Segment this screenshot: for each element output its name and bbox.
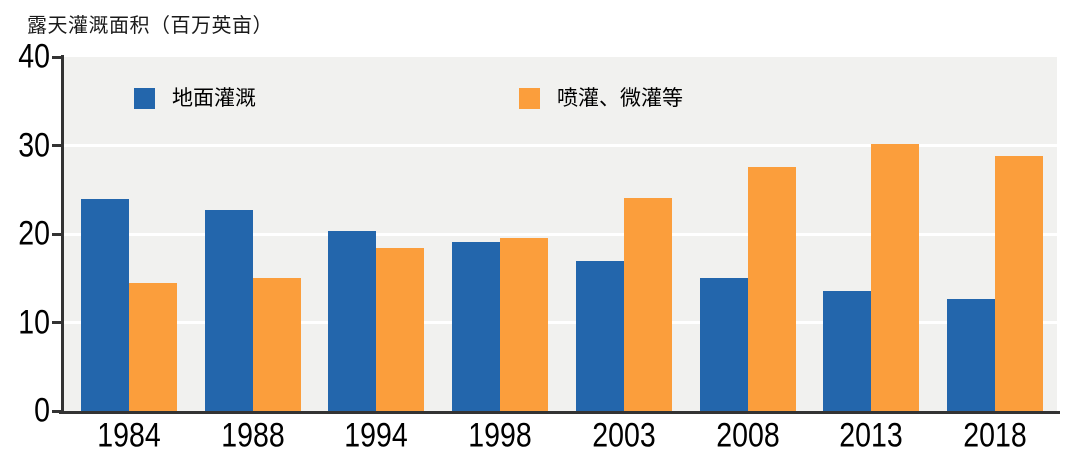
x-axis-line	[59, 411, 1060, 414]
x-tick-label-1984: 1984	[97, 416, 161, 451]
bar-喷灌、微灌等-1984	[129, 282, 177, 411]
bar-地面灌溉-2008	[699, 278, 748, 411]
gridline-y-10	[64, 321, 1057, 324]
bar-地面灌溉-1984	[81, 199, 129, 411]
y-tick-label-10: 10	[18, 302, 50, 341]
legend-item-sprinkler-micro-irrigation: 喷灌、微灌等	[519, 88, 683, 109]
bar-喷灌、微灌等-2008	[747, 166, 796, 411]
plot-area: 地面灌溉 喷灌、微灌等	[64, 57, 1057, 411]
y-tick-20	[52, 232, 61, 236]
x-tick-label-2013: 2013	[839, 416, 903, 451]
bar-地面灌溉-2018	[946, 298, 995, 411]
gridline-y-20	[64, 232, 1057, 236]
bar-喷灌、微灌等-2013	[871, 143, 920, 411]
bar-喷灌、微灌等-2003	[623, 197, 672, 411]
y-tick-40	[52, 55, 61, 59]
y-axis-line	[61, 55, 64, 413]
legend-swatch-blue	[134, 88, 155, 109]
bar-喷灌、微灌等-1994	[376, 248, 425, 411]
bar-地面灌溉-1988	[204, 210, 253, 411]
x-tick-label-2008: 2008	[715, 416, 780, 451]
bar-喷灌、微灌等-2018	[994, 156, 1043, 411]
x-tick-label-1994: 1994	[344, 416, 409, 451]
bar-地面灌溉-2003	[575, 261, 624, 411]
x-tick-label-1998: 1998	[468, 416, 532, 451]
chart-title: 露天灌溉面积（百万英亩）	[27, 15, 273, 37]
gridline-y-30	[64, 144, 1057, 147]
x-tick-label-1988: 1988	[220, 416, 285, 451]
y-tick-label-0: 0	[34, 391, 50, 430]
legend-label-surface-irrigation: 地面灌溉	[172, 87, 256, 110]
bar-喷灌、微灌等-1998	[500, 237, 549, 411]
x-tick-label-2003: 2003	[592, 416, 656, 451]
y-tick-10	[52, 321, 61, 324]
y-tick-0	[52, 409, 61, 413]
y-tick-label-20: 20	[18, 214, 50, 253]
legend-label-sprinkler-micro-irrigation: 喷灌、微灌等	[557, 87, 683, 110]
bar-地面灌溉-1998	[452, 241, 501, 411]
legend-swatch-orange	[519, 88, 540, 109]
x-tick-label-2018: 2018	[963, 416, 1027, 451]
bar-地面灌溉-2013	[823, 290, 872, 411]
bar-喷灌、微灌等-1988	[252, 278, 301, 411]
y-tick-label-40: 40	[18, 37, 50, 76]
bar-地面灌溉-1994	[328, 231, 377, 411]
y-tick-30	[52, 144, 61, 147]
y-tick-label-30: 30	[18, 125, 50, 164]
legend-item-surface-irrigation: 地面灌溉	[134, 88, 256, 109]
